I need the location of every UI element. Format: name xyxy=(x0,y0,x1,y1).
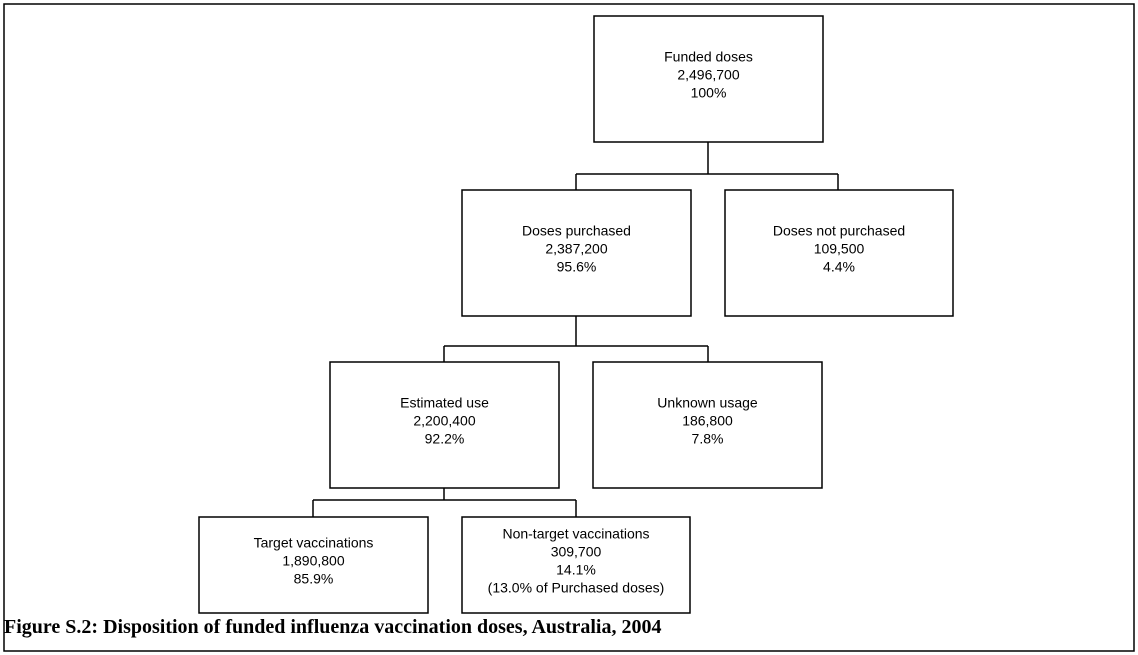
node-share: 92.2% xyxy=(425,431,465,447)
node-count: 109,500 xyxy=(814,241,865,257)
node-label: Funded doses xyxy=(664,49,753,65)
node-box xyxy=(198,516,429,614)
node-box xyxy=(592,361,823,489)
node-box xyxy=(461,516,691,614)
node-label: Target vaccinations xyxy=(254,535,374,551)
node-box xyxy=(461,189,692,317)
node-count: 309,700 xyxy=(551,544,602,560)
node-label: Estimated use xyxy=(400,395,489,411)
node-note: (13.0% of Purchased doses) xyxy=(488,580,665,596)
node: Funded doses 2,496,700 100% xyxy=(593,15,824,143)
node: Target vaccinations 1,890,800 85.9% xyxy=(198,516,429,614)
node: Unknown usage 186,800 7.8% xyxy=(592,361,823,489)
node-share: 95.6% xyxy=(557,259,597,275)
node-box xyxy=(724,189,954,317)
connector xyxy=(575,142,839,190)
node-count: 2,387,200 xyxy=(545,241,607,257)
node-count: 2,200,400 xyxy=(413,413,475,429)
connectors xyxy=(312,142,839,517)
connector xyxy=(312,488,577,517)
node: Non-target vaccinations 309,700 14.1% (13.0… xyxy=(461,516,691,614)
node: Estimated use 2,200,400 92.2% xyxy=(329,361,560,489)
caption: Figure S.2: Disposition of funded influe… xyxy=(4,616,661,638)
node-share: 85.9% xyxy=(294,571,334,587)
node-box xyxy=(329,361,560,489)
node-label: Non-target vaccinations xyxy=(502,526,649,542)
node-share: 4.4% xyxy=(823,259,855,275)
node-share: 7.8% xyxy=(692,431,724,447)
node-count: 1,890,800 xyxy=(282,553,344,569)
node-share: 14.1% xyxy=(556,562,596,578)
node-label: Doses not purchased xyxy=(773,223,905,239)
node-count: 2,496,700 xyxy=(677,67,739,83)
node-share: 100% xyxy=(691,85,727,101)
connector xyxy=(443,316,709,362)
node-count: 186,800 xyxy=(682,413,733,429)
node-label: Unknown usage xyxy=(657,395,758,411)
node: Doses purchased 2,387,200 95.6% xyxy=(461,189,692,317)
node-label: Doses purchased xyxy=(522,223,631,239)
node-box xyxy=(593,15,824,143)
node: Doses not purchased 109,500 4.4% xyxy=(724,189,954,317)
